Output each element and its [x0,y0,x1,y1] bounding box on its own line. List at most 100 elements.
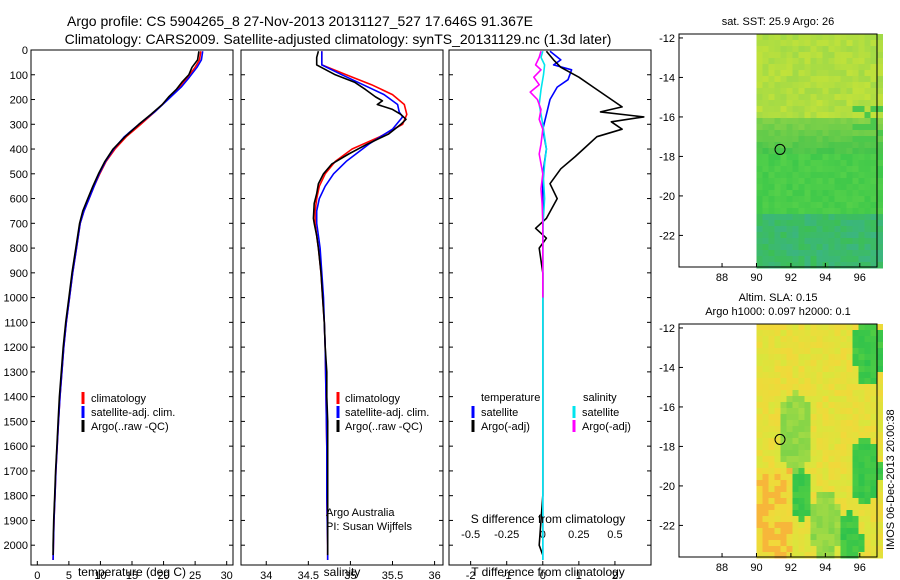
map-cell [864,196,871,203]
s-diff-tick-label: -0.25 [494,529,519,541]
map-cell [774,390,781,397]
map-cell [804,148,811,155]
map-cell [816,522,823,529]
map-cell [846,462,853,469]
map-cell [852,348,859,355]
map-cell [792,70,799,77]
map-cell [846,432,853,439]
map-cell [804,432,811,439]
map-cell [786,330,793,337]
map-cell [786,408,793,415]
map-cell [834,456,841,463]
map-cell [852,100,859,107]
map-cell [810,100,817,107]
map-cell [876,88,883,95]
map-cell [768,534,775,541]
map-cell [870,456,877,463]
map-cell [870,82,877,89]
map-cell [810,202,817,209]
map-cell [780,372,787,379]
map-cell [828,372,835,379]
map-cell [858,552,865,559]
map-cell [756,172,763,179]
map-cell [822,462,829,469]
map-cell [756,214,763,221]
map-cell [762,546,769,553]
map-cell [876,384,883,391]
map-cell [816,64,823,71]
salinity-xlabel: salinity [324,565,361,579]
map-cell [852,486,859,493]
map-cell [786,58,793,65]
map-cell [786,372,793,379]
map-cell [840,450,847,457]
map-cell [816,124,823,131]
map-cell [852,462,859,469]
map-cell [840,348,847,355]
map-cell [846,106,853,113]
map-cell [816,468,823,475]
map-cell [876,178,883,185]
map-cell [756,136,763,143]
x-tick-label: 20 [157,570,169,580]
map-cell [828,106,835,113]
x-tick-label: 15 [126,570,138,580]
map-cell [876,226,883,233]
map-cell [780,70,787,77]
map-cell [822,450,829,457]
map-cell [852,88,859,95]
map-cell [774,492,781,499]
map-cell [828,214,835,221]
map-cell [864,124,871,131]
map-cell [792,384,799,391]
map-cell [858,408,865,415]
map-cell [756,426,763,433]
map-cell [768,372,775,379]
map-cell [876,214,883,221]
map-cell [810,408,817,415]
map-cell [828,438,835,445]
map-cell [768,148,775,155]
map-cell [840,130,847,137]
map-cell [816,202,823,209]
map-cell [816,154,823,161]
map-cell [798,76,805,83]
map-cell [780,510,787,517]
map-cell [792,516,799,523]
map-cell [864,202,871,209]
map-cell [798,492,805,499]
map-cell [756,324,763,331]
map-cell [846,142,853,149]
map-cell [876,58,883,65]
map-cell [798,348,805,355]
map-cell [840,256,847,263]
map-cell [858,396,865,403]
map-cell [774,76,781,83]
map-cell [786,196,793,203]
map-cell [756,232,763,239]
map-cell [762,202,769,209]
map-cell [828,94,835,101]
map-cell [852,528,859,535]
map-cell [864,330,871,337]
map-cell [792,184,799,191]
map-cell [864,160,871,167]
lat-tick-label: -18 [659,151,675,163]
map-cell [768,94,775,101]
map-cell [876,184,883,191]
map-cell [852,492,859,499]
map-cell [876,148,883,155]
map-cell [768,438,775,445]
map-cell [792,336,799,343]
map-cell [834,510,841,517]
map-cell [810,148,817,155]
map-cell [858,76,865,83]
map-cell [780,262,787,269]
depth-tick-label: 1400 [4,392,28,404]
map-cell [786,384,793,391]
map-cell [762,160,769,167]
map-cell [822,202,829,209]
map-cell [870,94,877,101]
map-cell [792,262,799,269]
map-cell [840,372,847,379]
